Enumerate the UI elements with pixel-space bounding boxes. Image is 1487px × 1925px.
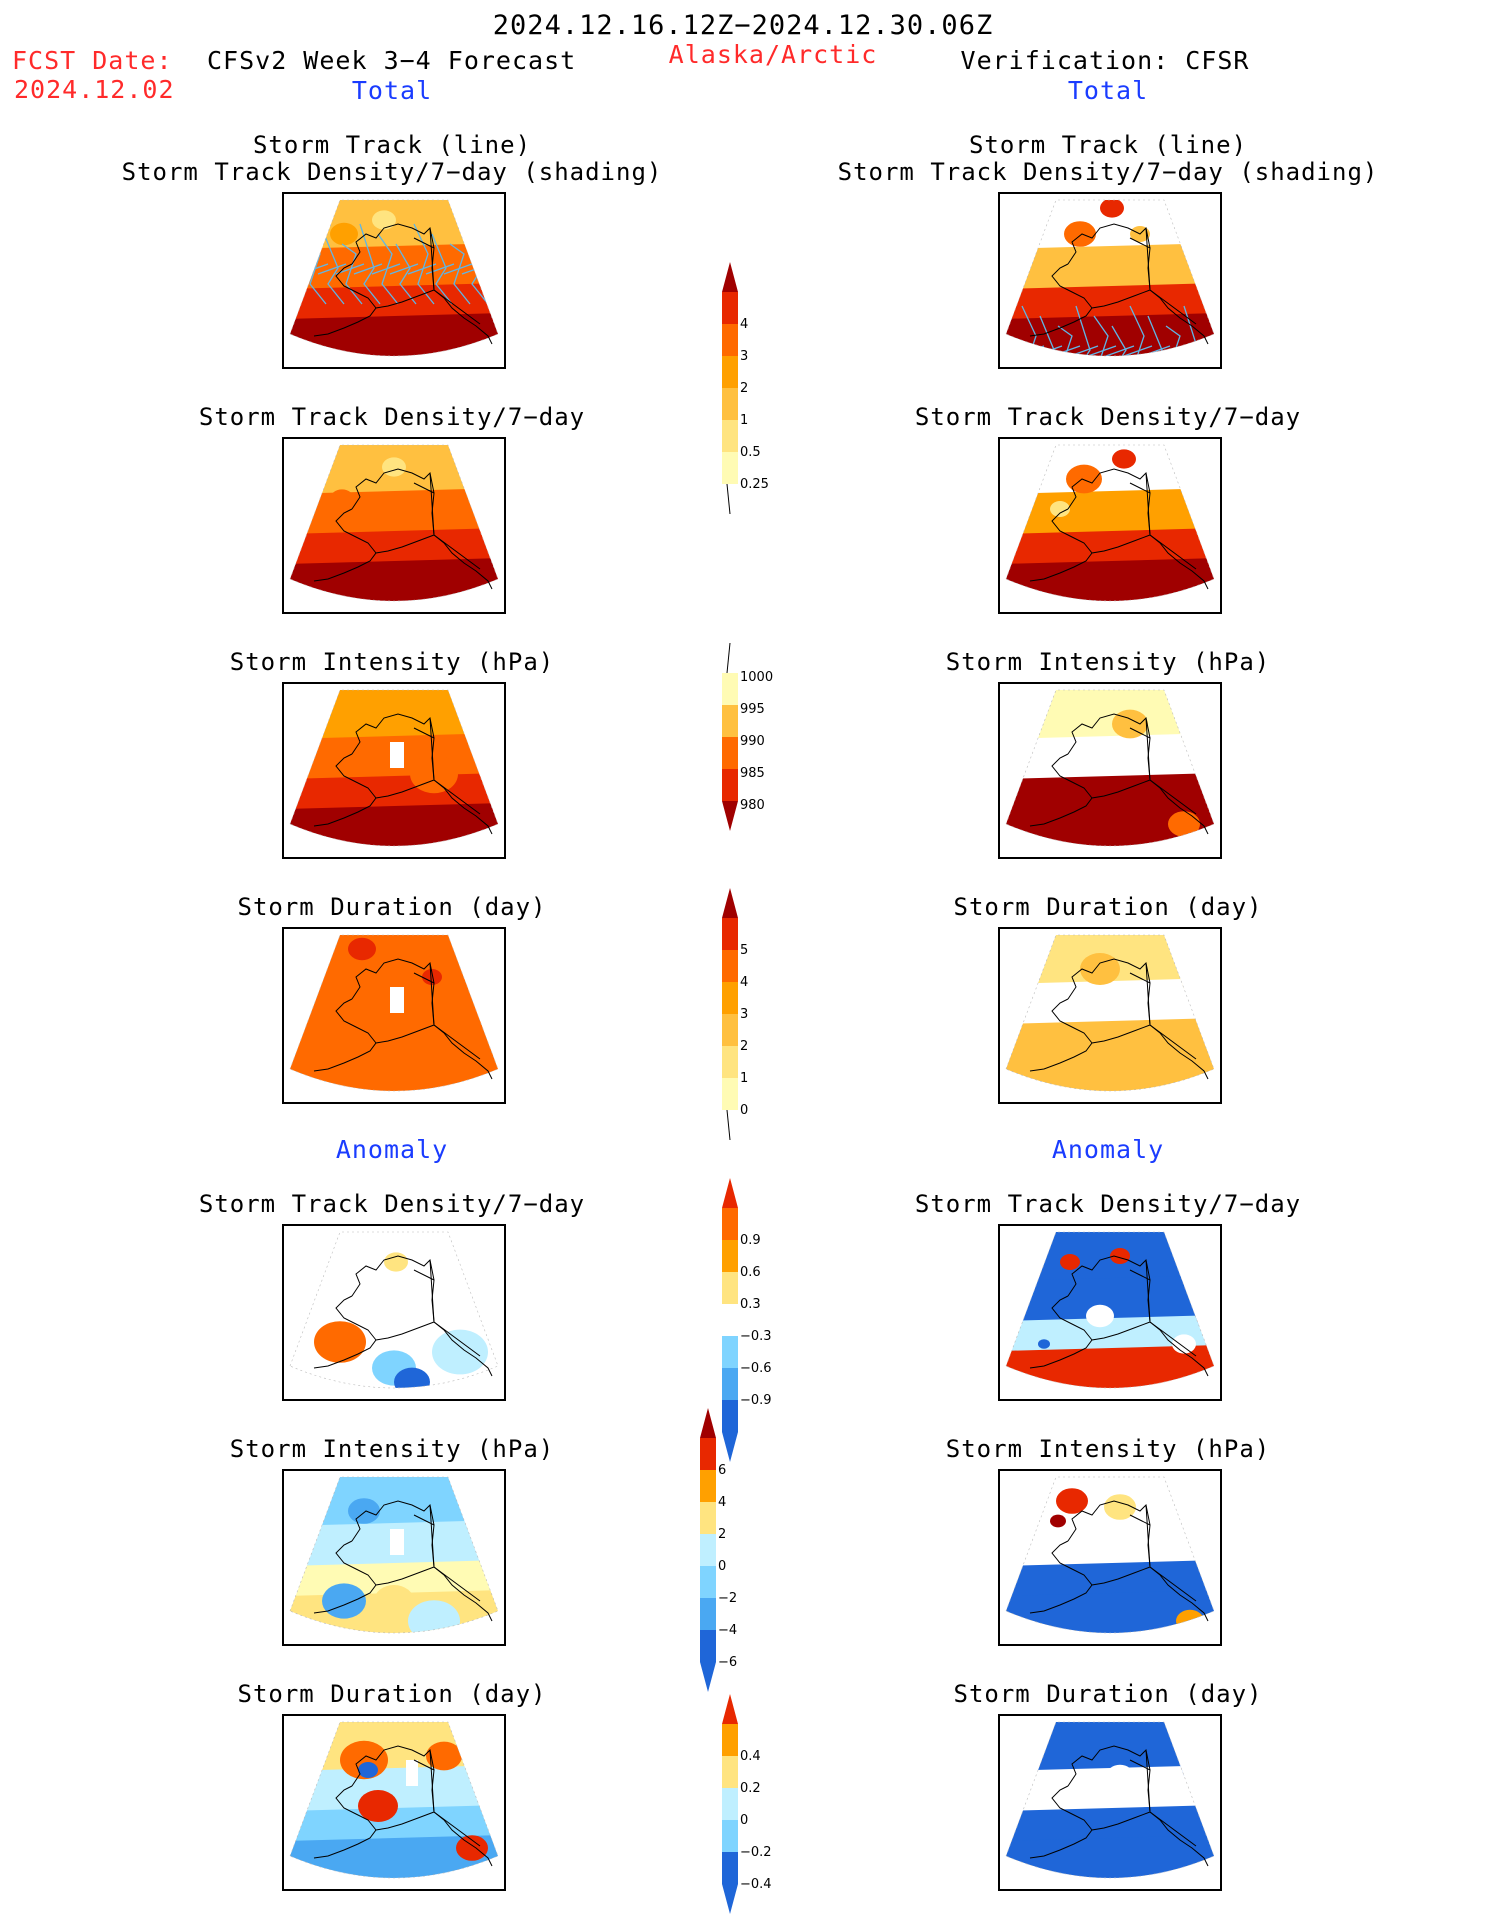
colorbar-tick-label: 2 [718,1527,726,1542]
colorbar-tick-label: −4 [718,1623,737,1638]
colorbar-tick-label: 0.9 [740,1233,761,1248]
colorbar-tick-label: 995 [740,702,765,717]
left-total-label: Total [351,76,433,105]
left-anom-intensity-title: Storm Intensity (hPa) [229,1435,555,1463]
left-anom-density-title: Storm Track Density/7−day [198,1190,586,1218]
colorbar-tick-label: 4 [740,317,748,332]
colorbar-tick-label: −0.4 [740,1877,772,1892]
colorbar-tick-label: 0.5 [740,445,761,460]
colorbar-tick-label: 0.25 [740,477,769,492]
colorbar-tick-label: 985 [740,766,765,781]
fcst-date-value: 2024.12.02 [14,75,175,104]
colorbar-duration-total: 5 4 3 2 1 0 [722,888,802,1141]
colorbar-tick-label: 1 [740,1071,748,1086]
colorbar-tick-label: 4 [718,1495,726,1510]
colorbar-tick-label: −0.2 [740,1845,772,1860]
colorbar-tick-label: 980 [740,798,765,813]
colorbar-tick-label: 2 [740,381,748,396]
map-fcst-density [282,437,506,614]
colorbar-intensity-total: 1000 995 990 985 980 [722,642,802,831]
colorbar-tick-label: 5 [740,943,748,958]
map-fcst-intensity-anomaly [282,1469,506,1646]
colorbar-tick-label: 2 [740,1039,748,1054]
right-intensity-title: Storm Intensity (hPa) [945,648,1271,676]
left-anomaly-label: Anomaly [335,1135,449,1164]
map-fcst-density-anomaly [282,1224,506,1401]
colorbar-tick-label: 0.3 [740,1297,761,1312]
left-anom-duration-title: Storm Duration (day) [237,1680,547,1708]
colorbar-tick-label: 3 [740,1007,748,1022]
colorbar-tick-label: −2 [718,1591,737,1606]
colorbar-tick-label: 1000 [740,670,773,685]
fcst-date-label: FCST Date: [12,46,173,75]
map-fcst-duration [282,927,506,1104]
colorbar-density-anomaly: 0.9 0.6 0.3 −0.3 −0.6 −0.9 [722,1178,802,1462]
map-fcst-intensity [282,682,506,859]
map-fcst-track [282,192,506,369]
colorbar-tick-label: 6 [718,1463,726,1478]
colorbar-tick-label: −0.6 [740,1361,772,1376]
colorbar-tick-label: 4 [740,975,748,990]
colorbar-tick-label: 1 [740,413,748,428]
colorbar-tick-label: 3 [740,349,748,364]
map-obs-intensity [998,682,1222,859]
colorbar-tick-label: 0 [740,1103,748,1118]
right-duration-title: Storm Duration (day) [953,893,1263,921]
left-intensity-title: Storm Intensity (hPa) [229,648,555,676]
colorbar-duration-anomaly: 0.4 0.2 0 −0.2 −0.4 [722,1694,802,1914]
region-title: Alaska/Arctic [668,40,878,69]
right-anom-density-title: Storm Track Density/7−day [914,1190,1302,1218]
map-obs-duration [998,927,1222,1104]
right-total-label: Total [1067,76,1149,105]
colorbar-tick-label: −0.9 [740,1393,772,1408]
left-track-title: Storm Track (line) Storm Track Density/7−… [121,131,663,186]
left-duration-title: Storm Duration (day) [237,893,547,921]
map-obs-density [998,437,1222,614]
map-obs-track [998,192,1222,369]
colorbar-density-total: 4 3 2 1 0.5 0.25 [722,262,802,515]
colorbar-tick-label: 0.4 [740,1749,761,1764]
period-title: 2024.12.16.12Z−2024.12.30.06Z [492,10,994,41]
map-obs-duration-anomaly [998,1714,1222,1891]
right-anom-intensity-title: Storm Intensity (hPa) [945,1435,1271,1463]
colorbar-tick-label: −0.3 [740,1329,772,1344]
colorbar-tick-label: 0.2 [740,1781,761,1796]
colorbar-tick-label: 990 [740,734,765,749]
model-title: CFSv2 Week 3−4 Forecast [207,46,577,75]
left-density-title: Storm Track Density/7−day [198,403,586,431]
right-anomaly-label: Anomaly [1051,1135,1165,1164]
colorbar-tick-label: 0.6 [740,1265,761,1280]
map-obs-density-anomaly [998,1224,1222,1401]
verification-title: Verification: CFSR [960,46,1250,75]
colorbar-tick-label: 0 [718,1559,726,1574]
right-track-title: Storm Track (line) Storm Track Density/7−… [837,131,1379,186]
map-obs-intensity-anomaly [998,1469,1222,1646]
map-fcst-duration-anomaly [282,1714,506,1891]
colorbar-tick-label: 0 [740,1813,748,1828]
right-density-title: Storm Track Density/7−day [914,403,1302,431]
colorbar-intensity-anomaly: 6 4 2 0 −2 −4 −6 [700,1408,780,1692]
right-anom-duration-title: Storm Duration (day) [953,1680,1263,1708]
colorbar-tick-label: −6 [718,1655,737,1670]
